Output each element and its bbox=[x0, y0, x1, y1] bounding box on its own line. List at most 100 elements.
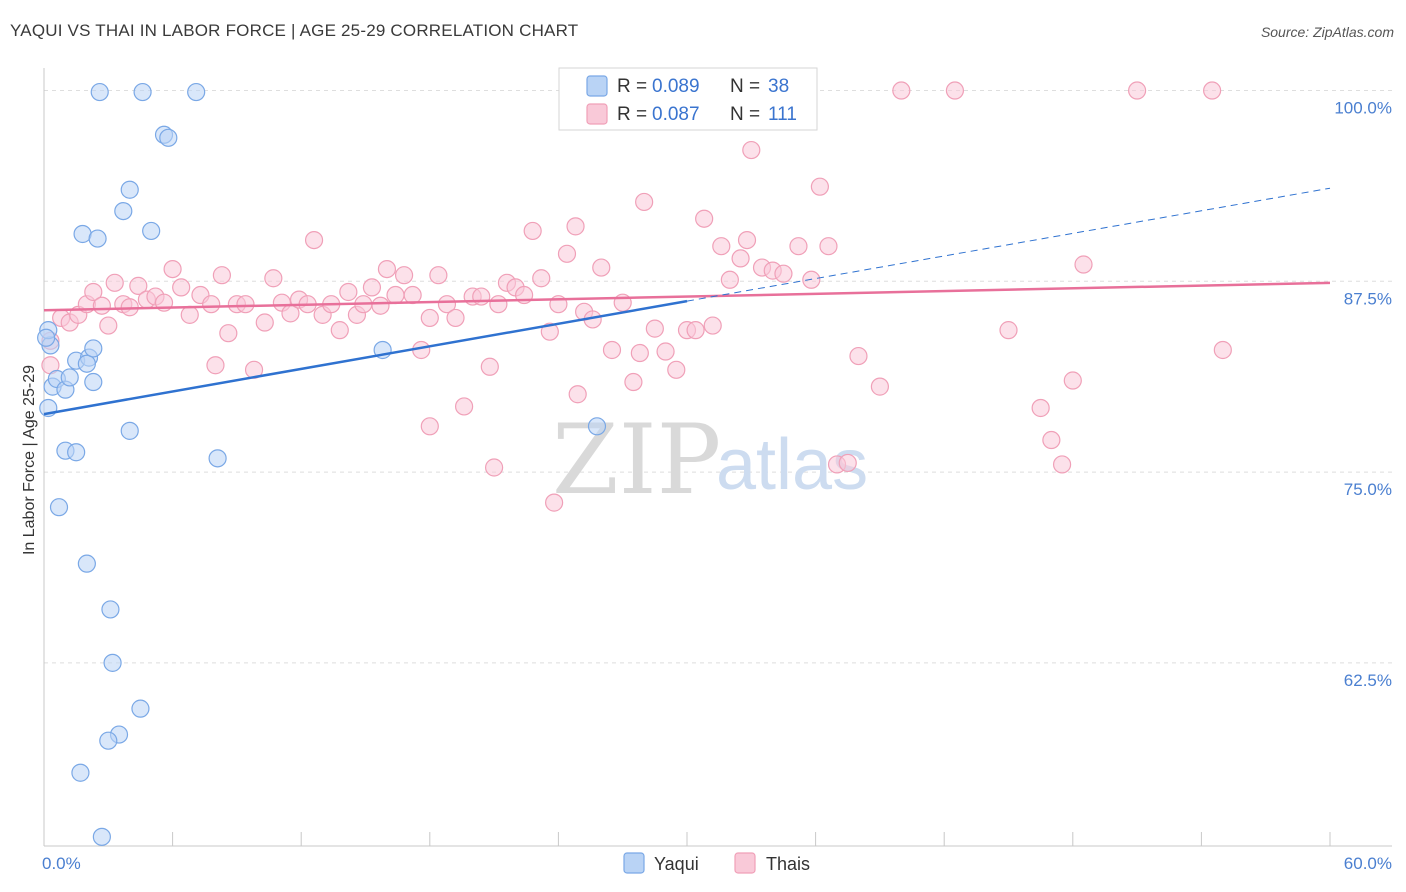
bottom-legend-label-thais: Thais bbox=[766, 854, 810, 874]
thais-point bbox=[362, 278, 382, 297]
thais-point bbox=[99, 316, 118, 335]
yaqui-point bbox=[114, 201, 133, 221]
yaqui-point bbox=[103, 653, 122, 672]
thais-point bbox=[330, 321, 349, 340]
thais-point bbox=[480, 357, 499, 376]
thais-point bbox=[420, 308, 439, 328]
yaqui-point bbox=[84, 339, 103, 358]
yaqui-point bbox=[208, 449, 227, 468]
bottom-legend-swatch-thais bbox=[734, 852, 756, 874]
x-tick-label-max: 60.0% bbox=[1344, 854, 1392, 873]
thais-point bbox=[202, 295, 221, 314]
y-tick-label: 100.0% bbox=[1334, 99, 1392, 118]
legend-n-label-thais: N = bbox=[730, 104, 760, 125]
trend-lines bbox=[43, 187, 1331, 416]
yaqui-point bbox=[71, 763, 90, 782]
thais-point bbox=[630, 343, 649, 363]
yaqui-trend-extension bbox=[686, 187, 1331, 302]
thais-point bbox=[592, 258, 611, 277]
thais-point bbox=[557, 244, 577, 263]
thais-point bbox=[789, 237, 808, 256]
legend-r-value-yaqui: 0.089 bbox=[652, 76, 700, 97]
thais-point bbox=[1052, 455, 1072, 474]
thais-point bbox=[437, 295, 457, 314]
thais-point bbox=[394, 266, 414, 285]
y-tick-labels: 100.0% 87.5% 75.0% 62.5% bbox=[1334, 99, 1392, 690]
yaqui-point bbox=[84, 372, 103, 392]
yaqui-points bbox=[37, 82, 607, 846]
thais-point bbox=[774, 264, 793, 283]
legend-n-value-thais: 111 bbox=[768, 104, 797, 125]
thais-point bbox=[566, 217, 585, 236]
thais-point bbox=[720, 270, 739, 289]
gridlines bbox=[44, 90, 1392, 664]
axes bbox=[43, 68, 1392, 847]
thais-point bbox=[339, 282, 358, 302]
thais-point bbox=[163, 259, 182, 279]
thais-trend-line bbox=[43, 281, 1331, 312]
thais-point bbox=[635, 192, 654, 212]
yaqui-trend-line bbox=[43, 299, 688, 416]
legend-swatch-yaqui bbox=[586, 75, 608, 97]
thais-point bbox=[737, 230, 757, 250]
thais-point bbox=[945, 81, 965, 100]
thais-point bbox=[377, 259, 397, 279]
yaqui-point bbox=[587, 417, 607, 436]
thais-point bbox=[731, 249, 750, 268]
y-tick-label: 75.0% bbox=[1344, 480, 1392, 499]
thais-point bbox=[838, 453, 857, 473]
thais-point bbox=[532, 269, 551, 288]
yaqui-point bbox=[92, 827, 111, 846]
bottom-legend-swatch-yaqui bbox=[623, 852, 645, 874]
x-ticks bbox=[43, 832, 1331, 846]
thais-point bbox=[92, 296, 111, 315]
legend-r-label-thais: R = bbox=[617, 104, 647, 125]
chart-title: YAQUI VS THAI IN LABOR FORCE | AGE 25-29… bbox=[10, 21, 579, 40]
yaqui-point bbox=[120, 180, 139, 199]
thais-point bbox=[429, 266, 448, 285]
thais-point bbox=[489, 295, 508, 314]
thais-point bbox=[485, 458, 504, 477]
yaqui-point bbox=[133, 82, 152, 102]
thais-point bbox=[892, 81, 911, 100]
thais-point bbox=[129, 276, 148, 295]
thais-point bbox=[264, 269, 283, 288]
thais-point bbox=[206, 356, 225, 375]
thais-point bbox=[645, 319, 664, 338]
series-legend: Yaqui Thais bbox=[623, 852, 810, 874]
yaqui-point bbox=[90, 82, 109, 102]
bottom-legend-label-yaqui: Yaqui bbox=[654, 854, 699, 874]
yaqui-point bbox=[101, 600, 120, 619]
yaqui-point bbox=[37, 328, 56, 347]
thais-point bbox=[712, 237, 731, 256]
yaqui-point bbox=[77, 554, 96, 573]
y-tick-label: 87.5% bbox=[1344, 289, 1392, 308]
chart-source: Source: ZipAtlas.com bbox=[1260, 24, 1394, 40]
thais-point bbox=[540, 322, 559, 341]
thais-point bbox=[568, 385, 587, 404]
yaqui-point bbox=[49, 498, 69, 517]
thais-point bbox=[446, 308, 465, 328]
legend-r-value-thais: 0.087 bbox=[652, 104, 700, 125]
thais-point bbox=[172, 278, 191, 297]
yaqui-point bbox=[99, 731, 118, 750]
thais-point bbox=[1042, 430, 1061, 450]
thais-point bbox=[1074, 255, 1093, 274]
thais-point bbox=[1213, 340, 1232, 360]
thais-point bbox=[371, 296, 390, 315]
legend-n-label-yaqui: N = bbox=[730, 76, 760, 97]
thais-point bbox=[420, 417, 439, 436]
watermark-zip: ZIP bbox=[552, 404, 721, 516]
thais-point bbox=[667, 360, 686, 379]
thais-point bbox=[472, 287, 491, 306]
thais-point bbox=[999, 321, 1018, 340]
thais-point bbox=[219, 324, 238, 343]
watermark: ZIP atlas bbox=[552, 404, 868, 516]
thais-point bbox=[1127, 81, 1147, 100]
thais-point bbox=[703, 316, 722, 335]
x-tick-label-min: 0.0% bbox=[42, 854, 81, 873]
yaqui-point bbox=[67, 443, 86, 462]
thais-point bbox=[1063, 371, 1082, 390]
y-tick-label: 62.5% bbox=[1344, 671, 1392, 690]
